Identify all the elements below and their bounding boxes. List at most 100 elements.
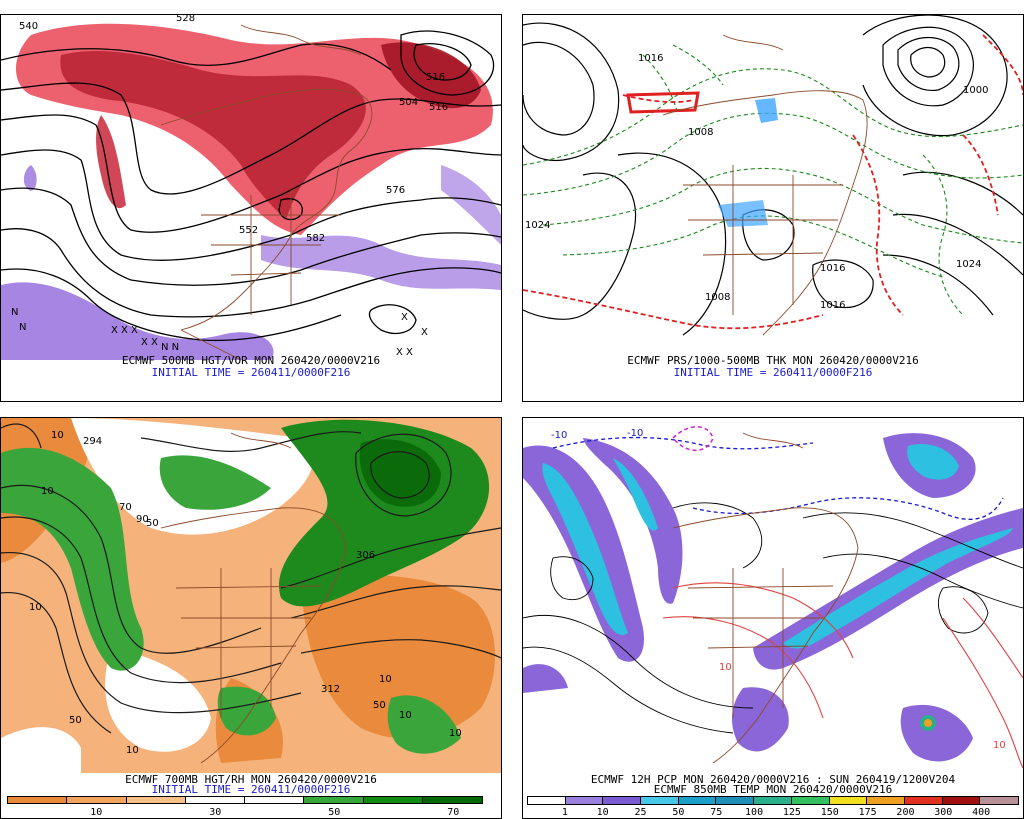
- svg-text:X: X: [401, 312, 408, 323]
- contour-label: 540: [19, 21, 38, 32]
- contour-label: -10: [627, 428, 643, 439]
- colorbar-swatch: [791, 797, 830, 804]
- colorbar-label: 1: [561, 807, 568, 818]
- panel-surface-pressure-thickness: 1016 1008 1024 1024 1016 1016 1008 1000 …: [522, 14, 1024, 402]
- svg-text:X X: X X: [396, 347, 413, 358]
- svg-text:X: X: [421, 327, 428, 338]
- contour-label: 504: [399, 97, 418, 108]
- contour-label: 528: [176, 15, 195, 24]
- colorbar-swatch: [185, 797, 245, 803]
- svg-text:X X X: X X X: [111, 325, 138, 336]
- contour-label: 1008: [705, 292, 730, 303]
- colorbar-swatch: [422, 797, 482, 803]
- panel-title: ECMWF 500MB HGT/VOR MON 260420/0000V216: [121, 354, 381, 367]
- colorbar-swatch: [829, 797, 868, 804]
- colorbar-swatch: [565, 797, 604, 804]
- panel-title: ECMWF PRS/1000-500MB THK MON 260420/0000…: [627, 354, 919, 367]
- contour-label: 576: [386, 185, 405, 196]
- colorbar-swatch: [8, 797, 68, 803]
- contour-label: 1024: [956, 259, 981, 270]
- contour-label: 50: [146, 518, 159, 529]
- contour-label: 516: [429, 102, 448, 113]
- svg-text:X X: X X: [141, 337, 158, 348]
- contour-label: 552: [239, 225, 258, 236]
- colorbar-label: 50: [672, 807, 685, 818]
- colorbar-swatch: [678, 797, 717, 804]
- contour-label: 10: [993, 740, 1006, 751]
- contour-label: 10: [399, 710, 412, 721]
- colorbar-swatch: [867, 797, 905, 804]
- contour-label: 306: [356, 550, 375, 561]
- panel-title: ECMWF 12H PCP MON 260420/0000V216 : SUN …: [590, 773, 956, 786]
- contour-label: 10: [449, 728, 462, 739]
- rh-colorbar-labels: 1030507090: [7, 807, 483, 818]
- contour-label: 70: [119, 502, 132, 513]
- initial-time: INITIAL TIME = 260411/0000F216: [151, 366, 351, 379]
- colorbar-swatch: [754, 797, 792, 804]
- contour-label: 10: [41, 486, 54, 497]
- colorbar-label: 175: [858, 807, 877, 818]
- colorbar-swatch: [641, 797, 679, 804]
- precip-colorbar-labels: 1 10 25 50 75 100 125 150 175 200 300 400: [527, 807, 1019, 818]
- colorbar-label: 10: [90, 807, 103, 818]
- contour-label: 10: [719, 662, 732, 673]
- contour-label: 1000: [963, 85, 988, 96]
- map-700mb: 10 294 10 50 10 70 90 306 312 10 50 10 1…: [1, 418, 501, 773]
- panel-700mb-rh: 10 294 10 50 10 70 90 306 312 10 50 10 1…: [0, 417, 502, 819]
- contour-label: 90: [136, 514, 149, 525]
- colorbar-label: 100: [745, 807, 764, 818]
- colorbar-swatch: [603, 797, 642, 804]
- contour-label: 294: [83, 436, 102, 447]
- contour-label: 50: [69, 715, 82, 726]
- colorbar-swatch: [304, 797, 364, 803]
- colorbar-swatch: [942, 797, 981, 804]
- colorbar-label: 25: [634, 807, 647, 818]
- initial-time: INITIAL TIME = 260411/0000F216: [673, 366, 873, 379]
- contour-label: 1024: [525, 220, 550, 231]
- colorbar-label: 30: [209, 807, 222, 818]
- colorbar-label: 300: [934, 807, 953, 818]
- map-precip: -10 -10 10 10: [523, 426, 1023, 769]
- colorbar-label: 150: [820, 807, 839, 818]
- contour-label: 312: [321, 684, 340, 695]
- colorbar-swatch: [716, 797, 755, 804]
- panel-precip-850mb-temp: -10 -10 10 10 ECMWF 12H PCP MON 260420/0…: [522, 417, 1024, 819]
- contour-label: 10: [51, 430, 64, 441]
- panel-subtitle: ECMWF 850MB TEMP MON 260420/0000V216: [653, 783, 893, 796]
- contour-label: 516: [426, 72, 445, 83]
- contour-label: 10: [126, 745, 139, 756]
- precip-colorbar: [527, 796, 1019, 805]
- colorbar-swatch: [528, 797, 566, 804]
- contour-label: 10: [379, 674, 392, 685]
- colorbar-swatch: [67, 797, 127, 803]
- svg-text:N N: N N: [161, 342, 179, 353]
- colorbar-label: 70: [447, 807, 460, 818]
- colorbar-swatch: [980, 797, 1018, 804]
- svg-text:N: N: [19, 322, 26, 333]
- contour-label: 10: [29, 602, 42, 613]
- colorbar-swatch: [126, 797, 186, 803]
- contour-label: 1008: [688, 127, 713, 138]
- contour-label: 1016: [820, 300, 845, 311]
- contour-label: 1016: [638, 53, 663, 64]
- colorbar-label: 125: [782, 807, 801, 818]
- initial-time: INITIAL TIME = 260411/0000F216: [151, 783, 351, 796]
- colorbar-label: 50: [328, 807, 341, 818]
- colorbar-label: 400: [972, 807, 991, 818]
- contour-label: 50: [373, 700, 386, 711]
- colorbar-label: 75: [710, 807, 723, 818]
- colorbar-label: 10: [596, 807, 609, 818]
- svg-text:N: N: [11, 307, 18, 318]
- rh-colorbar: [7, 796, 483, 804]
- colorbar-swatch: [245, 797, 305, 803]
- colorbar-swatch: [363, 797, 423, 803]
- contour-label: 582: [306, 233, 325, 244]
- contour-label: 1016: [820, 263, 845, 274]
- colorbar-label: 200: [896, 807, 915, 818]
- map-surface-pressure: 1016 1008 1024 1024 1016 1016 1008 1000: [523, 15, 1023, 336]
- colorbar-swatch: [904, 797, 943, 804]
- contour-label: -10: [551, 430, 567, 441]
- map-500mb: X X XX X XXX X NNN N 540 528 516 504 516…: [1, 15, 501, 361]
- panel-title: ECMWF 700MB HGT/RH MON 260420/0000V216: [125, 773, 377, 786]
